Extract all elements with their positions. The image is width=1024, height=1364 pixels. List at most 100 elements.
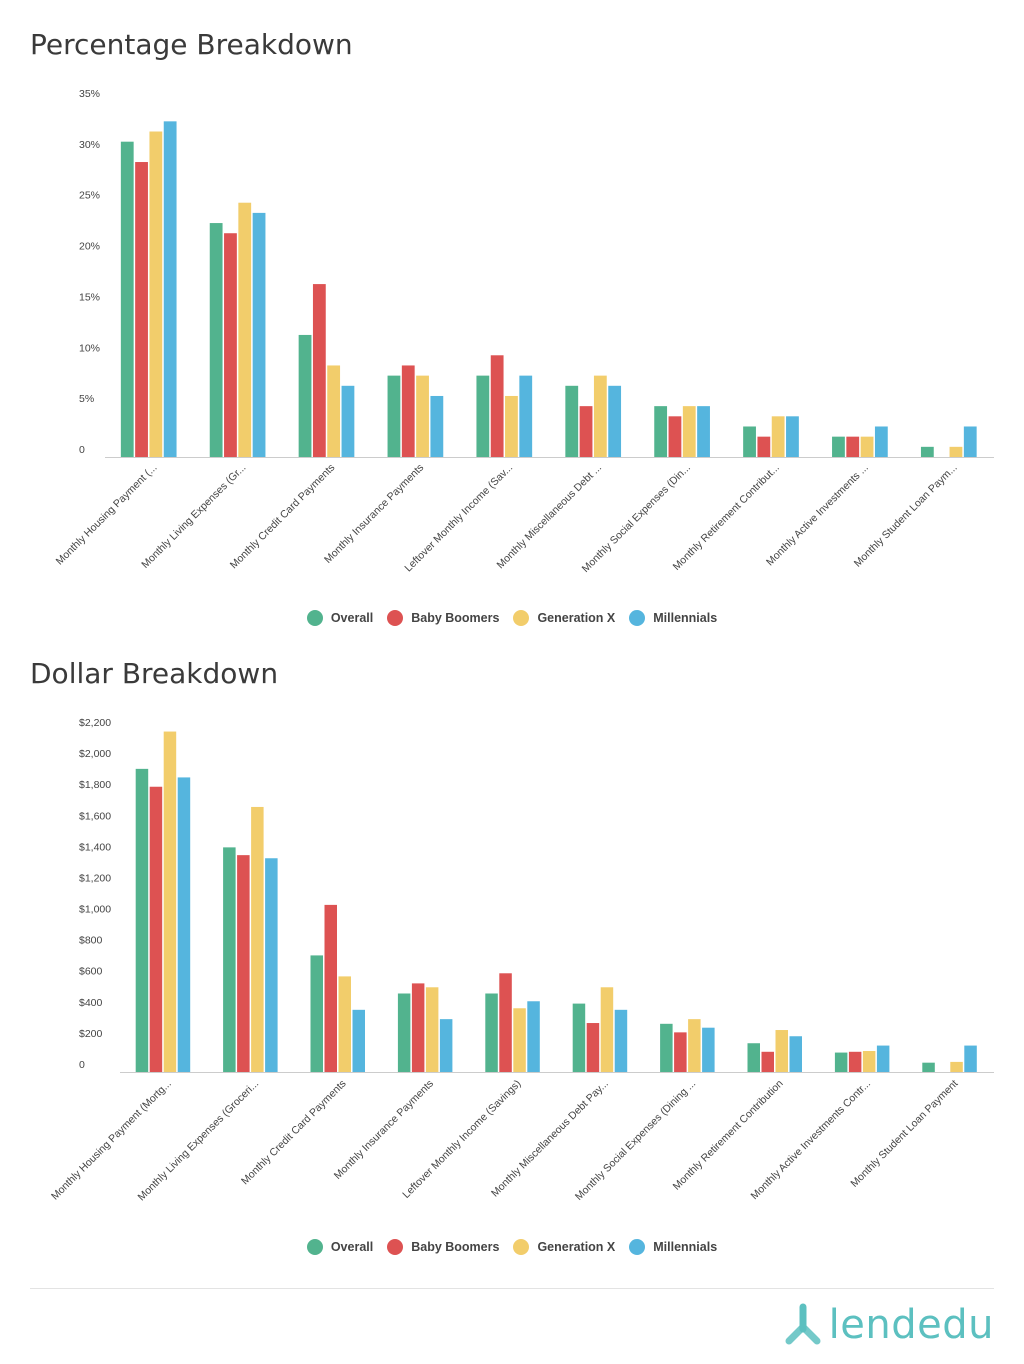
bar: [327, 365, 341, 457]
legend-label: Baby Boomers: [411, 1240, 500, 1254]
legend-label: Millennials: [653, 1240, 718, 1254]
legend-swatch: [629, 1239, 646, 1255]
bar: [252, 212, 266, 457]
bar: [593, 375, 607, 457]
bar: [439, 1019, 453, 1072]
legend-swatch: [306, 1239, 323, 1255]
bar: [298, 334, 312, 457]
y-tick-label: 25%: [79, 190, 100, 202]
bar: [310, 955, 323, 1072]
bar: [251, 806, 264, 1072]
y-tick-label: $200: [79, 1028, 103, 1040]
legend-item[interactable]: Overall: [306, 1239, 374, 1255]
bar: [682, 406, 696, 457]
bar: [668, 416, 682, 457]
bar: [572, 1003, 586, 1072]
bar: [224, 233, 237, 457]
legend-item[interactable]: Overall: [306, 610, 374, 626]
bar: [476, 375, 490, 457]
y-tick-label: 5%: [79, 393, 94, 405]
bar: [135, 768, 149, 1072]
bar: [505, 395, 518, 457]
legend-item[interactable]: Baby Boomers: [387, 610, 499, 626]
legend-swatch: [306, 610, 323, 626]
bar: [586, 1023, 600, 1072]
legend-item[interactable]: Generation X: [513, 1239, 615, 1255]
chart-title-dollar: Dollar Breakdown: [30, 657, 279, 690]
x-tick-label: Monthly Student Loan Payment: [848, 1078, 960, 1190]
legend-label: Overall: [330, 1240, 374, 1254]
y-tick-label: $800: [79, 935, 103, 947]
bar: [660, 1023, 673, 1072]
bar: [600, 987, 614, 1072]
bar: [519, 375, 533, 457]
bar: [149, 131, 163, 457]
bar: [265, 858, 278, 1072]
chart-title-percentage: Percentage Breakdown: [30, 28, 353, 61]
bar: [324, 904, 337, 1072]
bar: [163, 121, 177, 457]
bar: [832, 436, 845, 457]
bar: [922, 1062, 935, 1072]
bar: [608, 385, 622, 457]
bar: [416, 375, 429, 457]
legend-percentage: Overall Baby Boomers Generation X Millennia…: [0, 610, 1024, 626]
y-tick-label: 10%: [79, 342, 100, 354]
bar: [862, 1051, 876, 1072]
bar: [747, 1043, 760, 1072]
legend-item[interactable]: Millennials: [629, 610, 717, 626]
legend-swatch: [629, 610, 646, 626]
bar: [490, 355, 504, 457]
bar: [149, 786, 163, 1072]
bar: [761, 1051, 774, 1072]
legend-item[interactable]: Generation X: [513, 610, 615, 626]
legend-item[interactable]: Millennials: [629, 1239, 717, 1255]
bar: [771, 416, 785, 457]
bar: [135, 162, 148, 457]
bar: [950, 1061, 963, 1072]
y-tick-label: $2,000: [79, 748, 111, 760]
bar: [352, 1009, 365, 1072]
bar: [177, 777, 191, 1072]
bar: [527, 1001, 540, 1072]
bar: [163, 731, 177, 1072]
bar: [499, 973, 512, 1072]
bar: [786, 416, 799, 457]
bar: [654, 406, 668, 457]
bar: [425, 987, 439, 1072]
y-tick-label: $1,000: [79, 904, 111, 916]
bar: [834, 1052, 848, 1072]
bar: [949, 446, 963, 457]
y-tick-label: 0: [79, 444, 85, 456]
bar: [579, 406, 593, 457]
lendedu-logo-icon: [785, 1303, 821, 1345]
bar: [697, 406, 710, 457]
bar: [688, 1019, 701, 1072]
legend-item[interactable]: Baby Boomers: [387, 1239, 499, 1255]
y-tick-label: $1,800: [79, 779, 111, 791]
legend-label: Baby Boomers: [411, 611, 500, 625]
dollar-chart: 0 $200 $400 $600 $800 $1,000 $1,200 $1,400 $1,60…: [49, 717, 994, 1203]
bar: [920, 446, 934, 457]
y-tick-label: $600: [79, 966, 103, 978]
legend-dollar: Overall Baby Boomers Generation X Millennia…: [0, 1239, 1024, 1255]
bar: [789, 1036, 802, 1072]
bar: [565, 385, 579, 457]
y-tick-label: 35%: [79, 88, 100, 100]
bar: [674, 1032, 687, 1072]
bar: [238, 202, 252, 457]
bar: [876, 1045, 890, 1072]
legend-label: Generation X: [537, 611, 616, 625]
lendedu-logo: lendedu: [783, 1302, 994, 1348]
bar: [848, 1051, 862, 1072]
bar: [341, 385, 355, 457]
y-tick-label: $1,600: [79, 810, 111, 822]
legend-swatch: [513, 610, 530, 626]
bar: [702, 1027, 715, 1072]
bar: [237, 855, 250, 1072]
bar: [120, 141, 134, 457]
bar: [485, 993, 498, 1072]
legend-label: Overall: [330, 611, 374, 625]
y-tick-label: 15%: [79, 291, 100, 303]
legend-label: Generation X: [537, 1240, 616, 1254]
